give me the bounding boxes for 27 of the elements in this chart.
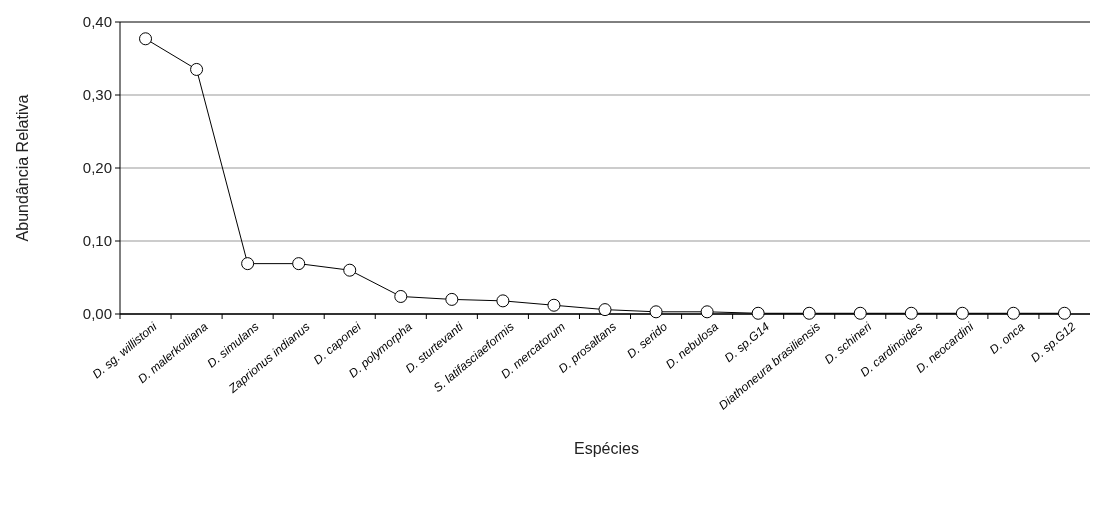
point [853, 306, 867, 320]
y-axis-title: Abundância Relativa [14, 94, 31, 242]
point [1057, 306, 1071, 320]
point [802, 306, 816, 320]
point [394, 289, 408, 303]
x-axis-title: Espécies [574, 440, 639, 457]
y-tick-label: 0,30 [82, 86, 112, 104]
y-tick-label: 0,10 [82, 232, 112, 250]
point [751, 306, 765, 320]
point [955, 306, 969, 320]
point [343, 263, 357, 277]
point [445, 292, 459, 306]
point [496, 294, 510, 308]
point [292, 257, 306, 271]
point [1006, 306, 1020, 320]
y-tick-label: 0,00 [82, 305, 112, 323]
point [190, 62, 204, 76]
point [598, 303, 612, 317]
y-tick-label: 0,20 [82, 159, 112, 177]
point [241, 257, 255, 271]
point [547, 298, 561, 312]
point [904, 306, 918, 320]
x-tick-label: D. onca [986, 319, 1028, 357]
point [700, 305, 714, 319]
y-tick-label: 0,40 [82, 13, 112, 31]
point [139, 32, 153, 46]
point [649, 305, 663, 319]
